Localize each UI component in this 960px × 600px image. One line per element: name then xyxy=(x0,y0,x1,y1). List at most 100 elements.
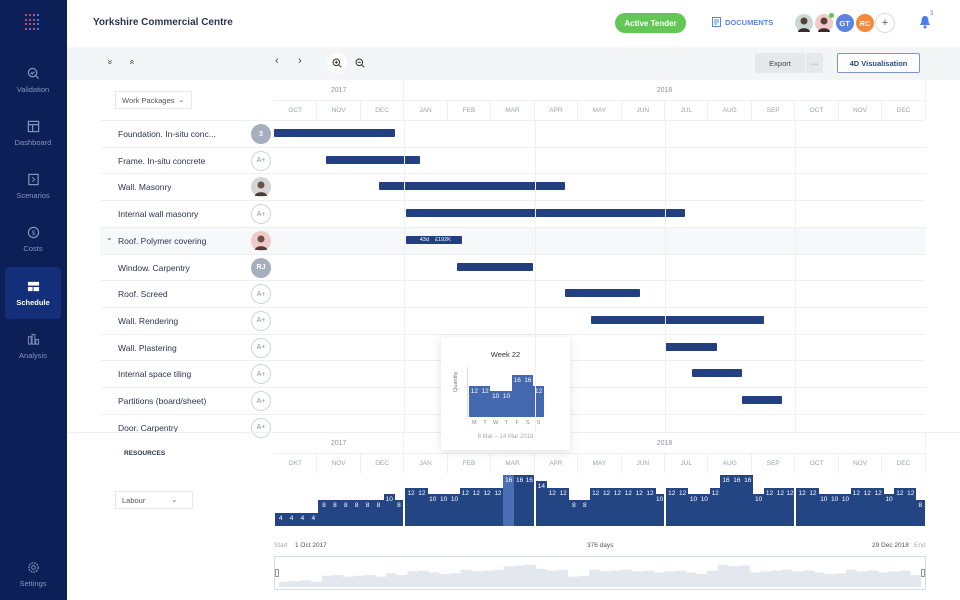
4d-visualisation-button[interactable]: 4D Visualisation xyxy=(837,53,920,73)
work-package-row[interactable]: Window. Carpentry RJ xyxy=(100,253,926,281)
gantt-bar[interactable] xyxy=(274,129,395,137)
collaborator-avatar[interactable]: RC xyxy=(854,13,875,33)
gantt-bar[interactable] xyxy=(742,396,783,404)
resource-bar[interactable]: 12 xyxy=(405,487,417,526)
resource-bar[interactable]: 10 xyxy=(698,494,710,526)
gantt-bar[interactable] xyxy=(379,182,566,191)
timeline-scrubber[interactable] xyxy=(274,556,926,590)
resource-bar[interactable]: 10 xyxy=(448,494,461,526)
work-package-row[interactable]: Roof. Screed A+ xyxy=(100,280,926,307)
work-packages-dropdown[interactable]: Work Packages ⌄ xyxy=(115,91,192,109)
resource-bar[interactable]: 12 xyxy=(590,487,602,526)
sidebar-item-analysis[interactable]: Analysis xyxy=(5,321,61,373)
resource-bar[interactable]: 10 xyxy=(883,494,895,526)
resource-bar[interactable]: 12 xyxy=(546,487,558,526)
resource-bar[interactable]: 8 xyxy=(318,500,330,526)
resource-bar[interactable]: 12 xyxy=(905,487,917,526)
resource-bar[interactable]: 10 xyxy=(828,494,841,526)
more-button[interactable]: ··· xyxy=(806,53,823,73)
work-package-row[interactable]: Wall. Masonry xyxy=(100,173,926,200)
resource-bar[interactable]: 12 xyxy=(611,487,624,526)
resource-bar[interactable]: 4 xyxy=(275,513,287,526)
resource-bar[interactable]: 10 xyxy=(818,494,830,526)
resource-bar[interactable]: 12 xyxy=(622,487,634,526)
range-start-handle[interactable] xyxy=(275,569,279,577)
resource-bar[interactable]: 12 xyxy=(557,487,569,526)
work-package-row[interactable]: ⌄ Roof. Polymer covering xyxy=(100,226,926,254)
resource-bar[interactable]: 12 xyxy=(459,487,472,526)
resource-bar[interactable]: 12 xyxy=(481,487,493,526)
resource-bar[interactable]: 12 xyxy=(872,487,884,526)
sidebar-item-scenarios[interactable]: Scenarios xyxy=(5,161,61,213)
resource-bar[interactable]: 10 xyxy=(687,494,700,526)
gantt-bar[interactable]: 43d £192K xyxy=(405,235,462,244)
range-end-handle[interactable] xyxy=(921,569,925,577)
resource-bar[interactable]: 4 xyxy=(285,513,298,526)
sidebar-item-validation[interactable]: Validation xyxy=(5,54,61,106)
sidebar-item-costs[interactable]: $ Costs xyxy=(5,214,61,266)
resource-type-dropdown[interactable]: Labour ⌄ xyxy=(115,491,193,509)
resource-bar[interactable]: 12 xyxy=(763,487,776,526)
resource-bar[interactable]: 12 xyxy=(774,487,787,526)
resource-bar[interactable]: 16 xyxy=(731,474,743,526)
resource-bar[interactable]: 8 xyxy=(394,500,404,526)
assign-user-button[interactable]: A+ xyxy=(251,337,271,358)
assignee-avatar[interactable] xyxy=(251,177,271,198)
resource-bar[interactable]: 8 xyxy=(568,500,580,526)
resource-bar[interactable]: 4 xyxy=(296,513,309,526)
resource-bar[interactable]: 12 xyxy=(807,487,819,526)
status-badge[interactable]: Active Tender xyxy=(615,13,686,33)
assign-user-button[interactable]: A+ xyxy=(251,417,271,438)
collaborator-avatar[interactable] xyxy=(814,13,835,33)
chevron-down-icon[interactable]: ⌄ xyxy=(106,232,113,242)
resource-bar[interactable]: 10 xyxy=(437,494,450,526)
resource-bar[interactable]: 16 xyxy=(513,474,526,526)
zoom-out-icon[interactable] xyxy=(355,58,365,68)
assignee-avatar[interactable]: RJ xyxy=(251,257,271,278)
sidebar-item-schedule[interactable]: Schedule xyxy=(5,267,61,320)
resource-bar[interactable]: 8 xyxy=(361,500,374,526)
resource-bar[interactable]: 16 xyxy=(742,474,754,526)
resource-bar[interactable]: 12 xyxy=(470,487,482,526)
sidebar-item-settings[interactable]: Settings xyxy=(5,548,61,600)
resource-bar[interactable]: 12 xyxy=(796,487,808,526)
work-package-row[interactable]: Wall. Plastering A+ xyxy=(100,333,926,361)
resource-bar[interactable]: 12 xyxy=(666,487,678,526)
resource-bar[interactable]: 8 xyxy=(351,500,363,526)
resource-bar[interactable]: 12 xyxy=(633,487,645,526)
resource-bar[interactable]: 8 xyxy=(579,500,591,526)
resource-bar[interactable]: 4 xyxy=(307,513,319,526)
prev-button[interactable]: ‹ xyxy=(275,55,279,67)
next-button[interactable]: › xyxy=(298,55,302,67)
assignee-avatar[interactable] xyxy=(251,230,271,251)
collaborator-avatar[interactable] xyxy=(794,13,814,33)
expand-all-button[interactable]: » xyxy=(105,59,116,65)
gantt-bar[interactable] xyxy=(405,209,685,218)
resource-bar[interactable]: 14 xyxy=(535,481,548,526)
zoom-in-button[interactable] xyxy=(327,53,347,73)
resource-bar[interactable]: 12 xyxy=(709,487,721,526)
resource-bar[interactable]: 10 xyxy=(752,494,765,526)
resource-bar[interactable]: 16 xyxy=(720,474,732,526)
resource-bar[interactable]: 10 xyxy=(383,494,395,526)
resource-bar[interactable]: 8 xyxy=(915,500,925,526)
assign-user-button[interactable]: A+ xyxy=(251,364,271,385)
assign-user-button[interactable]: A+ xyxy=(251,391,271,411)
resource-bar[interactable]: 16 xyxy=(503,474,515,526)
bell-icon[interactable] xyxy=(919,15,931,29)
gantt-bar[interactable] xyxy=(565,289,641,298)
resource-bar[interactable]: 12 xyxy=(492,487,504,526)
resource-bar[interactable]: 12 xyxy=(894,487,906,526)
resource-bar[interactable]: 16 xyxy=(524,474,534,526)
assignee-avatar[interactable]: 3 xyxy=(251,124,271,144)
resource-bar[interactable]: 12 xyxy=(676,487,689,526)
assign-user-button[interactable]: A+ xyxy=(251,284,271,305)
gantt-bar[interactable] xyxy=(457,262,534,271)
assign-user-button[interactable]: A+ xyxy=(251,204,271,225)
resource-bar[interactable]: 12 xyxy=(644,487,656,526)
resource-bar[interactable]: 10 xyxy=(839,494,852,526)
documents-link[interactable]: DOCUMENTS xyxy=(712,17,773,27)
work-package-row[interactable]: Foundation. In-situ conc... 3 xyxy=(100,120,926,147)
gantt-bar[interactable] xyxy=(326,155,420,164)
resource-bar[interactable]: 8 xyxy=(372,500,385,526)
